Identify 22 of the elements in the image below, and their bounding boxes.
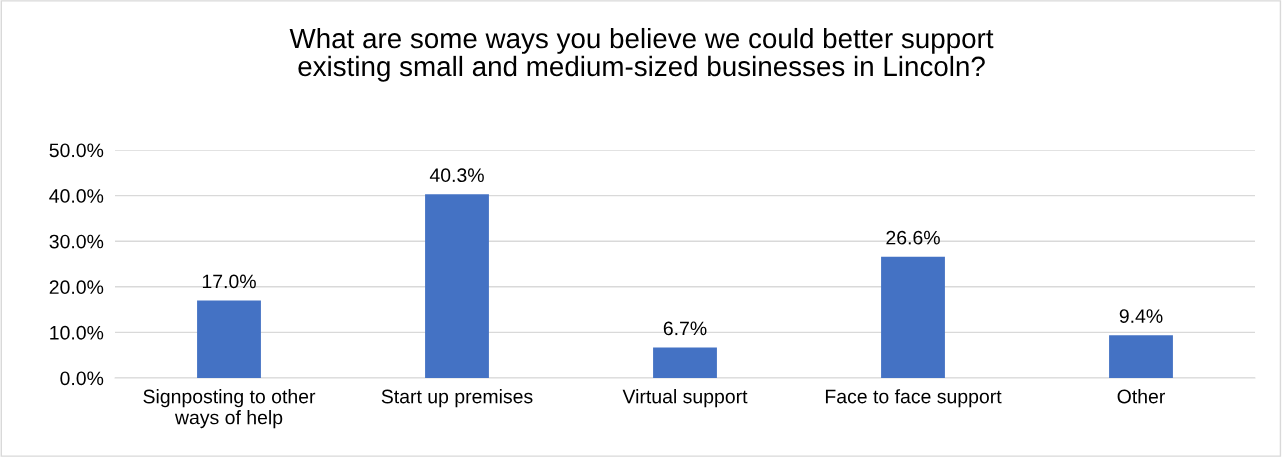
bar xyxy=(197,300,261,378)
y-tick-label: 40.0% xyxy=(49,189,104,203)
bar xyxy=(653,347,717,378)
y-tick-label: 10.0% xyxy=(50,325,104,340)
bar xyxy=(425,194,489,378)
bar xyxy=(881,256,945,378)
data-label: 40.3% xyxy=(429,168,484,183)
x-tick-label: Virtual support xyxy=(622,389,748,408)
data-label: 9.4% xyxy=(1119,309,1163,323)
y-tick-label: 30.0% xyxy=(49,234,104,249)
chart-title: What are some ways you believe we could better support existing small and medium-sized businesses in Lincoln? xyxy=(289,27,994,82)
y-tick-label: 50.0% xyxy=(49,143,104,158)
bar xyxy=(1109,335,1173,378)
data-label: 17.0% xyxy=(202,274,256,289)
data-label: 26.6% xyxy=(886,230,940,245)
x-tick-label: Signposting to other ways of help xyxy=(143,389,316,429)
x-tick-label: Start up premises xyxy=(381,389,533,408)
x-tick-label: Face to face support xyxy=(825,389,1002,408)
x-tick-label: Other xyxy=(1117,389,1165,404)
y-tick-label: 0.0% xyxy=(60,371,104,386)
data-label: 6.7% xyxy=(663,321,707,336)
y-tick-label: 20.0% xyxy=(49,280,104,295)
